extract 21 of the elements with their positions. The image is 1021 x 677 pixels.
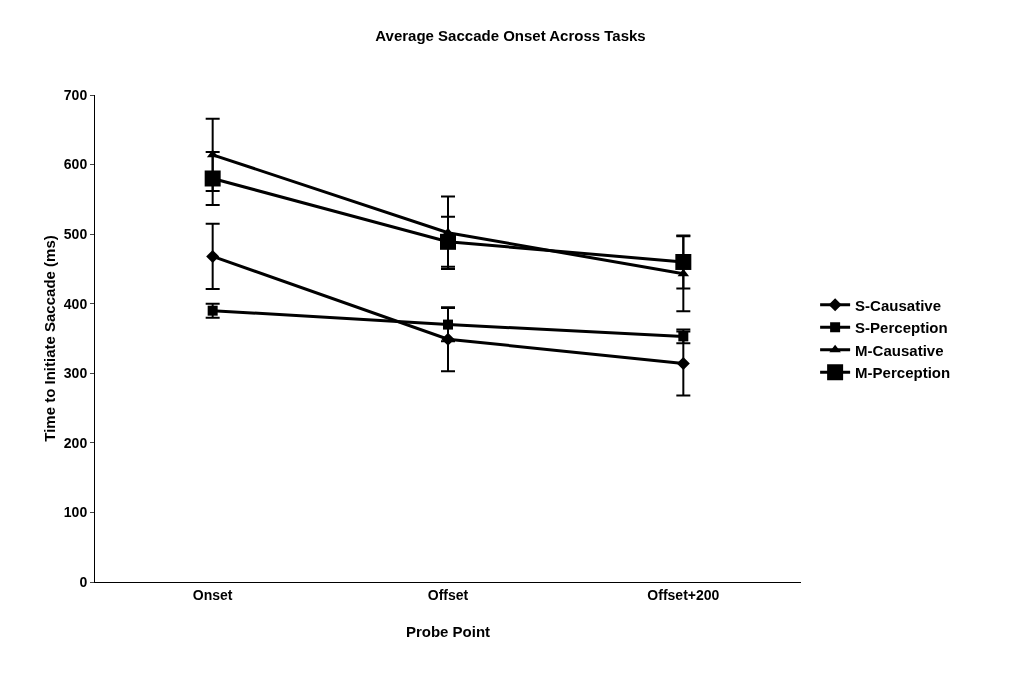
x-tick-label: Offset <box>427 586 469 603</box>
legend-label: S-Causative <box>855 296 941 314</box>
point <box>676 357 690 371</box>
y-tick-label: 200 <box>63 434 88 451</box>
y-axis-title: Time to Initiate Saccade (ms) <box>41 235 58 442</box>
chart-title: Average Saccade Onset Across Tasks <box>375 26 646 44</box>
x-tick-label: Offset+200 <box>647 586 720 603</box>
y-tick-label: 100 <box>63 504 88 521</box>
x-axis-title: Probe Point <box>405 623 491 640</box>
point <box>441 332 455 346</box>
legend-label: S-Perception <box>855 319 948 337</box>
y-tick-label: 0 <box>79 573 88 590</box>
legend-label: M-Perception <box>855 364 951 382</box>
y-tick-label: 600 <box>63 156 88 173</box>
y-tick-label: 300 <box>63 365 88 382</box>
y-tick-label: 700 <box>63 86 88 103</box>
y-tick-label: 500 <box>63 226 88 243</box>
legend-label: M-Causative <box>855 341 944 359</box>
point <box>206 249 220 263</box>
x-tick-label: Onset <box>192 586 233 603</box>
y-tick-label: 400 <box>63 295 88 312</box>
